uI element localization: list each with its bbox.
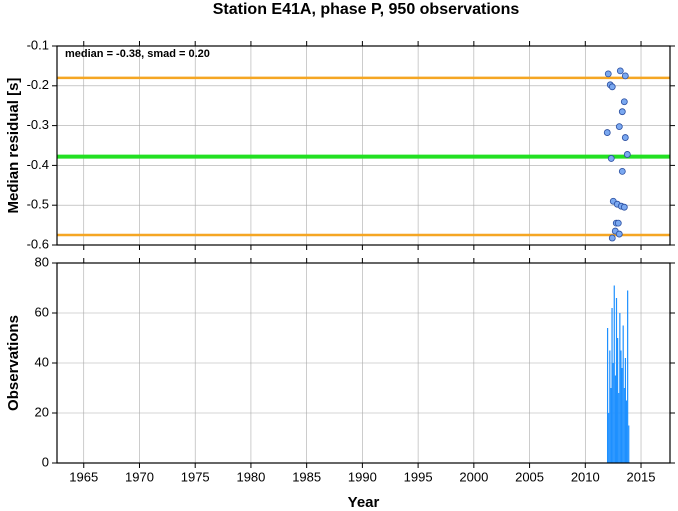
bar bbox=[614, 375, 616, 463]
bar bbox=[618, 393, 620, 463]
x-tick-label: 1965 bbox=[69, 469, 98, 484]
point bbox=[618, 167, 626, 175]
y-tick-label: 60 bbox=[35, 304, 49, 319]
point bbox=[608, 83, 616, 91]
point bbox=[616, 67, 624, 75]
y-tick-label: 40 bbox=[35, 354, 49, 369]
x-tick-label: 1970 bbox=[125, 469, 154, 484]
bar bbox=[608, 413, 610, 463]
bar bbox=[622, 325, 624, 463]
bar bbox=[627, 290, 629, 463]
x-tick-label: 1985 bbox=[292, 469, 321, 484]
x-tick-label: 1980 bbox=[236, 469, 265, 484]
x-tick-label: 2005 bbox=[515, 469, 544, 484]
y-tick-label: 0 bbox=[42, 454, 49, 469]
bar bbox=[610, 388, 612, 463]
point bbox=[618, 108, 626, 116]
point bbox=[614, 219, 622, 227]
x-tick-label: 2010 bbox=[571, 469, 600, 484]
bar bbox=[624, 358, 627, 463]
annotation: median = -0.38, smad = 0.20 bbox=[65, 48, 210, 60]
bar bbox=[611, 308, 613, 463]
bar bbox=[625, 400, 628, 463]
x-tick-label: 1975 bbox=[181, 469, 210, 484]
bar bbox=[619, 313, 621, 463]
point bbox=[608, 234, 616, 242]
point bbox=[604, 70, 612, 78]
point bbox=[607, 155, 615, 162]
y-tick-label: -0.3 bbox=[27, 117, 49, 132]
y-tick-label: 80 bbox=[35, 254, 49, 269]
point bbox=[603, 129, 611, 136]
point bbox=[621, 134, 629, 141]
y-tick-label: -0.5 bbox=[27, 197, 49, 212]
bar bbox=[620, 350, 622, 463]
bar bbox=[628, 425, 630, 463]
chart-title: Station E41A, phase P, 950 observations bbox=[213, 1, 520, 18]
y-tick-label: -0.4 bbox=[27, 157, 49, 172]
bar bbox=[623, 388, 625, 463]
point bbox=[615, 123, 623, 130]
bar bbox=[613, 285, 615, 463]
bar bbox=[615, 298, 618, 463]
x-tick-label: 1990 bbox=[348, 469, 377, 484]
point bbox=[621, 72, 629, 80]
y-tick-label: -0.1 bbox=[27, 37, 49, 52]
bar bbox=[609, 350, 611, 463]
bar bbox=[621, 368, 623, 463]
x-tick-label: 1995 bbox=[404, 469, 433, 484]
point bbox=[620, 203, 628, 211]
point bbox=[615, 230, 623, 238]
point bbox=[620, 98, 628, 106]
bar bbox=[612, 363, 614, 463]
y-axis-label: Observations bbox=[5, 315, 22, 411]
y-tick-label: -0.2 bbox=[27, 77, 49, 92]
y-axis-label: Median residual [s] bbox=[5, 78, 22, 214]
bar bbox=[606, 328, 609, 463]
y-tick-label: 20 bbox=[35, 404, 49, 419]
x-tick-label: 2015 bbox=[627, 469, 656, 484]
bar bbox=[617, 338, 619, 463]
y-tick-label: -0.6 bbox=[27, 236, 49, 251]
x-tick-label: 2000 bbox=[459, 469, 488, 484]
plot-frame bbox=[56, 45, 671, 246]
plot-frame bbox=[56, 262, 671, 464]
point bbox=[623, 151, 631, 158]
x-axis-label: Year bbox=[348, 494, 380, 511]
